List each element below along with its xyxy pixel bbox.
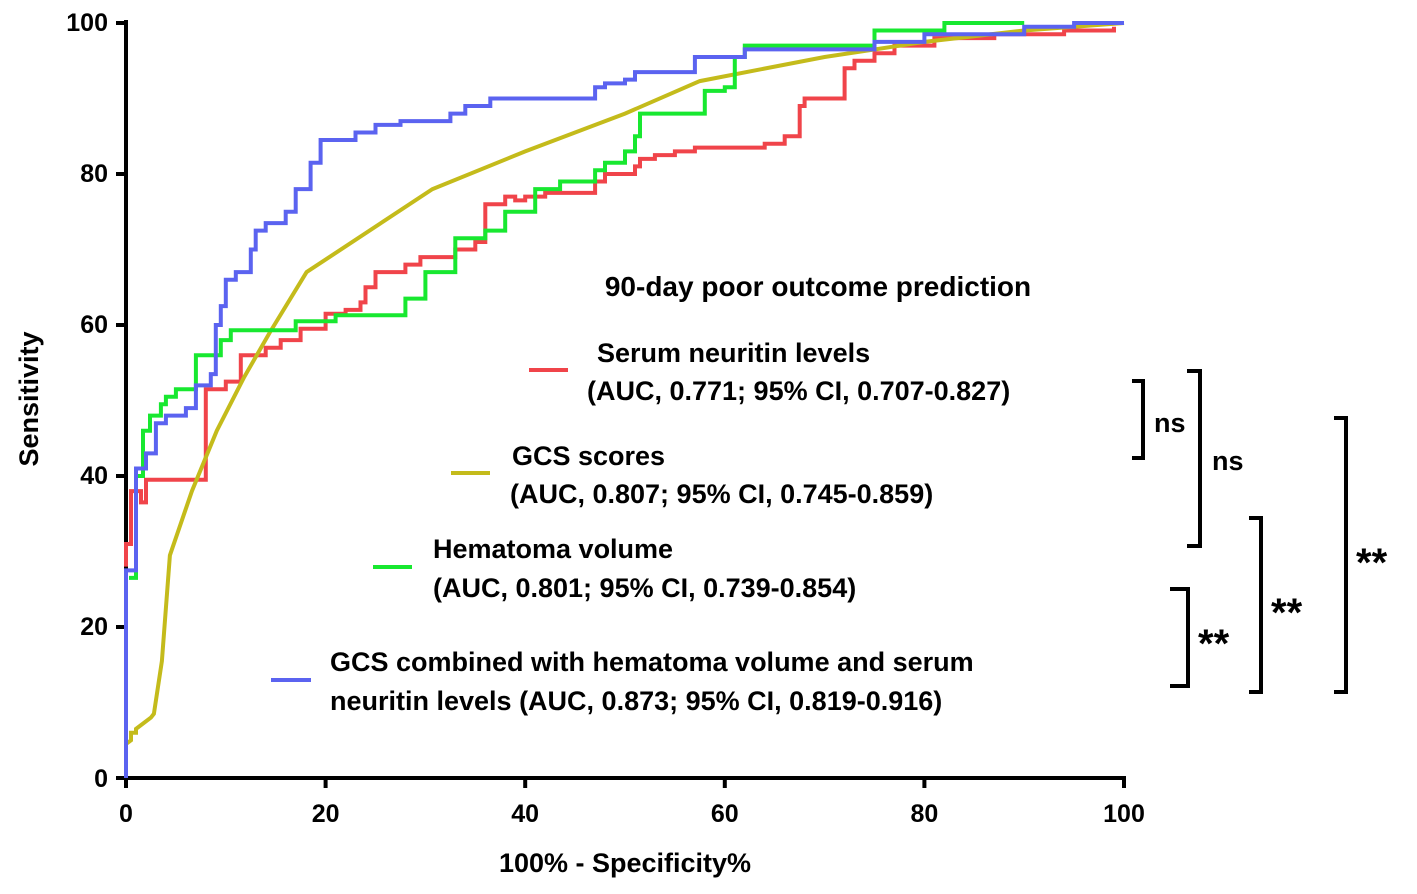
x-axis-title: 100% - Specificity% xyxy=(499,848,751,878)
legend: Serum neuritin levels (AUC, 0.771; 95% C… xyxy=(271,338,1010,716)
bracket-ns-1 xyxy=(1132,379,1145,460)
series-line-hematoma-volume xyxy=(129,21,1025,580)
roc-curves xyxy=(124,21,1125,778)
legend-detail-hematoma-volume: (AUC, 0.801; 95% CI, 0.739-0.854) xyxy=(433,573,856,603)
legend-label-gcs-scores: GCS scores xyxy=(512,441,665,471)
significance-labels: ns ns ** ** ** xyxy=(1154,408,1388,666)
x-tick-label: 100 xyxy=(1103,800,1145,828)
tick-marks xyxy=(116,21,1126,788)
y-tick-label: 80 xyxy=(80,160,108,188)
bracket-star-3 xyxy=(1334,416,1348,694)
significance-brackets xyxy=(1132,369,1348,694)
series-line-combined xyxy=(124,21,1124,778)
series-line-gcs-scores xyxy=(124,21,1125,746)
sig-label-ns-2: ns xyxy=(1212,446,1244,476)
sig-label-ns-1: ns xyxy=(1154,408,1186,438)
y-axis-title: Sensitivity xyxy=(14,331,44,466)
bracket-ns-2 xyxy=(1187,369,1202,548)
legend-detail-gcs-scores: (AUC, 0.807; 95% CI, 0.745-0.859) xyxy=(510,479,933,509)
y-tick-label: 0 xyxy=(94,765,108,793)
sig-label-star-3: ** xyxy=(1356,541,1388,585)
x-tick-labels: 0 20 40 60 80 100 xyxy=(119,800,1145,828)
x-tick-label: 0 xyxy=(119,800,133,828)
x-tick-label: 80 xyxy=(910,800,938,828)
y-tick-label: 40 xyxy=(80,462,108,490)
sig-label-star-2: ** xyxy=(1271,591,1303,635)
y-tick-label: 20 xyxy=(80,613,108,641)
y-tick-label: 60 xyxy=(80,311,108,339)
legend-label-combined: GCS combined with hematoma volume and se… xyxy=(330,647,974,677)
sig-label-star-1: ** xyxy=(1198,622,1230,666)
x-tick-label: 40 xyxy=(511,800,539,828)
series-line-serum-neuritin xyxy=(124,26,1116,567)
y-tick-label: 100 xyxy=(66,9,108,37)
legend-label-hematoma-volume: Hematoma volume xyxy=(433,534,673,564)
bracket-star-2 xyxy=(1249,516,1263,694)
legend-label-serum-neuritin: Serum neuritin levels xyxy=(597,338,870,368)
legend-detail-serum-neuritin: (AUC, 0.771; 95% CI, 0.707-0.827) xyxy=(587,376,1010,406)
y-tick-labels: 0 20 40 60 80 100 xyxy=(66,9,108,793)
x-tick-label: 60 xyxy=(711,800,739,828)
legend-detail-combined: neuritin levels (AUC, 0.873; 95% CI, 0.8… xyxy=(330,686,942,716)
chart-subtitle: 90-day poor outcome prediction xyxy=(605,271,1031,302)
x-tick-label: 20 xyxy=(312,800,340,828)
bracket-star-1 xyxy=(1170,587,1190,688)
